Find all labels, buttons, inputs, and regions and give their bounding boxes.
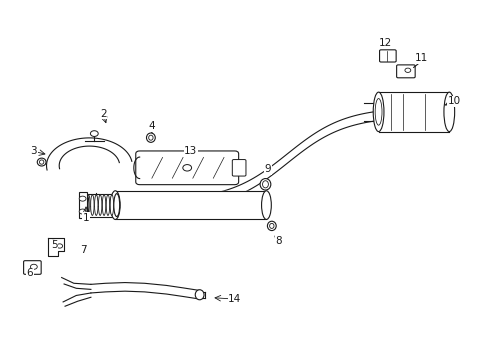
Ellipse shape	[374, 99, 381, 125]
Ellipse shape	[146, 133, 155, 142]
Ellipse shape	[83, 194, 89, 217]
Text: 12: 12	[379, 38, 392, 48]
Bar	[79, 192, 86, 218]
Ellipse shape	[110, 195, 113, 215]
Ellipse shape	[106, 195, 109, 215]
Polygon shape	[86, 194, 117, 217]
Ellipse shape	[40, 160, 44, 164]
Ellipse shape	[37, 158, 46, 166]
Ellipse shape	[260, 179, 270, 190]
FancyBboxPatch shape	[232, 159, 245, 176]
Text: 10: 10	[447, 96, 460, 106]
Text: 4: 4	[148, 121, 155, 131]
Ellipse shape	[148, 135, 153, 140]
Ellipse shape	[195, 290, 203, 300]
Ellipse shape	[90, 195, 94, 215]
Polygon shape	[378, 92, 448, 132]
Ellipse shape	[94, 195, 98, 215]
Polygon shape	[91, 283, 199, 299]
Text: 9: 9	[264, 164, 271, 174]
Text: 11: 11	[413, 53, 427, 63]
Circle shape	[183, 165, 191, 171]
Text: 2: 2	[100, 109, 106, 119]
Circle shape	[404, 68, 410, 72]
Polygon shape	[46, 138, 132, 170]
Ellipse shape	[269, 224, 273, 228]
Polygon shape	[84, 193, 96, 207]
FancyBboxPatch shape	[396, 65, 414, 78]
Ellipse shape	[110, 191, 120, 220]
Text: 5: 5	[51, 240, 58, 250]
Ellipse shape	[443, 92, 454, 132]
Text: 1: 1	[82, 213, 89, 222]
Ellipse shape	[98, 195, 102, 215]
Ellipse shape	[86, 195, 90, 215]
Text: 14: 14	[228, 294, 241, 304]
Ellipse shape	[372, 92, 383, 132]
FancyBboxPatch shape	[23, 261, 41, 274]
Circle shape	[79, 209, 86, 214]
Circle shape	[30, 264, 37, 269]
Ellipse shape	[261, 191, 271, 220]
Ellipse shape	[102, 195, 105, 215]
Text: 6: 6	[26, 268, 33, 278]
Text: 7: 7	[80, 245, 87, 255]
Ellipse shape	[267, 221, 276, 230]
Text: 8: 8	[275, 236, 282, 246]
Ellipse shape	[114, 194, 120, 217]
Text: 3: 3	[30, 146, 37, 156]
Polygon shape	[147, 111, 380, 209]
Text: 13: 13	[184, 146, 197, 156]
Circle shape	[79, 196, 86, 201]
Polygon shape	[48, 238, 64, 256]
FancyBboxPatch shape	[379, 50, 395, 62]
Circle shape	[50, 240, 56, 244]
Ellipse shape	[262, 181, 268, 188]
FancyBboxPatch shape	[136, 151, 238, 185]
Circle shape	[90, 131, 98, 136]
Circle shape	[57, 244, 62, 248]
Polygon shape	[115, 191, 266, 220]
